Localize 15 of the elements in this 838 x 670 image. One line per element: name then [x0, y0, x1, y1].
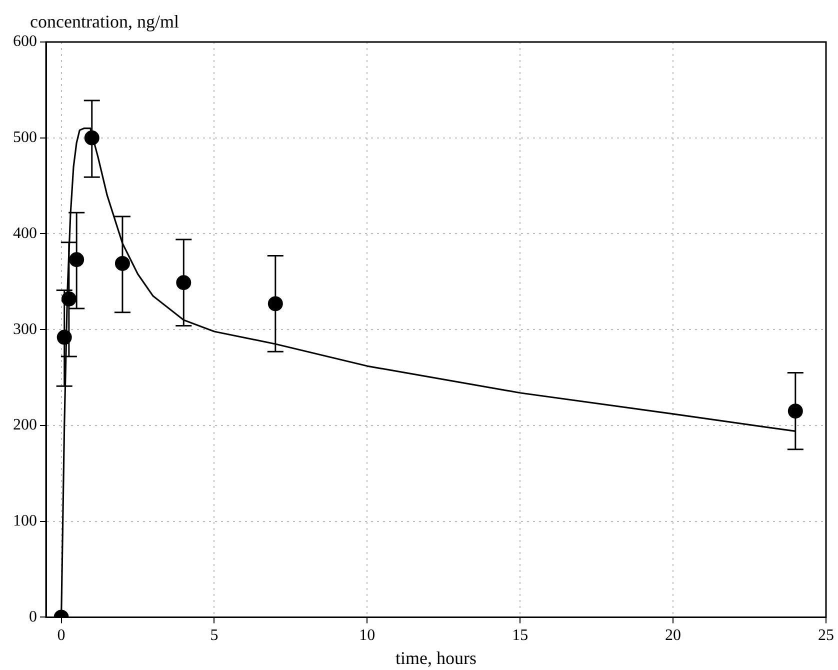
- y-tick-label: 100: [13, 512, 37, 530]
- y-tick-label: 0: [29, 608, 37, 626]
- y-tick-label: 600: [13, 33, 37, 50]
- x-axis-title: time, hours: [396, 648, 476, 668]
- y-tick-label: 200: [13, 416, 37, 434]
- x-tick-label: 10: [359, 627, 376, 644]
- x-tick-label: 5: [210, 627, 218, 644]
- y-tick-label: 300: [13, 320, 37, 338]
- x-tick-label: 25: [818, 627, 834, 644]
- y-axis-title: concentration, ng/ml: [30, 12, 179, 32]
- y-tick-label: 500: [13, 129, 37, 146]
- y-tick-label: 400: [13, 224, 37, 242]
- x-tick-label: 0: [57, 627, 66, 644]
- x-tick-label: 15: [512, 627, 528, 644]
- x-tick-label: 20: [665, 627, 682, 644]
